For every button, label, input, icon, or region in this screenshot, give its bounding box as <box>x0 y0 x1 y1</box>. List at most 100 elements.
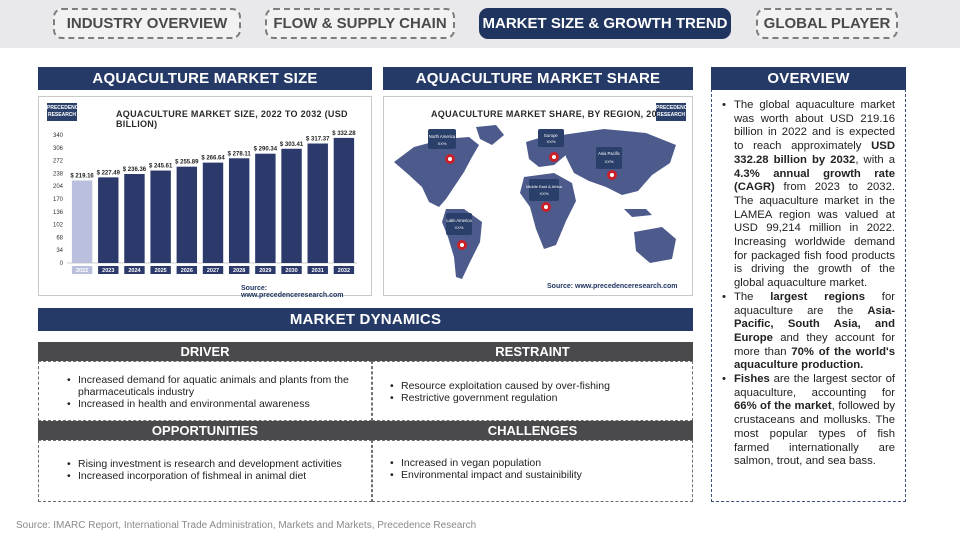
market-size-header: AQUACULTURE MARKET SIZE <box>38 67 372 90</box>
restraint-box: Resource exploitation caused by over-fis… <box>372 361 693 421</box>
category-label: 2027 <box>207 268 219 274</box>
marker-north-america: North America XX% <box>428 129 456 164</box>
map-north-america <box>394 137 479 207</box>
category-label-bg <box>124 266 145 274</box>
bar-value-label: $ 303.41 <box>280 142 304 148</box>
bar-value-label: $ 266.64 <box>201 156 225 162</box>
overview-header: OVERVIEW <box>711 67 906 90</box>
bar-value-label: $ 236.36 <box>123 167 147 173</box>
challenges-header: CHALLENGES <box>372 421 693 440</box>
category-label: 2031 <box>312 268 324 274</box>
precedence-logo: PRECEDENCE RESEARCH <box>47 103 82 121</box>
opportunities-header: OPPORTUNITIES <box>38 421 372 440</box>
bar <box>228 158 250 263</box>
category-label: 2028 <box>233 268 245 274</box>
opportunities-item: Rising investment is research and develo… <box>67 458 367 470</box>
footer-source: Source: IMARC Report, International Trad… <box>16 520 477 531</box>
y-tick-label: 204 <box>53 184 64 190</box>
bar <box>307 143 328 263</box>
bar-value-label: $ 332.28 <box>332 131 356 137</box>
market-share-header: AQUACULTURE MARKET SHARE <box>383 67 693 90</box>
y-tick-label: 272 <box>53 159 64 165</box>
y-tick-label: 238 <box>53 171 64 177</box>
challenges-list: Increased in vegan population Environmen… <box>390 457 680 481</box>
overview-bullet-1: The global aquaculture market was worth … <box>722 99 895 291</box>
category-label-bg <box>202 266 224 274</box>
svg-text:XX%: XX% <box>547 139 556 144</box>
bar <box>124 174 145 263</box>
overview-bullet-2: The largest regions for aquaculture are … <box>722 291 895 373</box>
bar-value-label: $ 255.89 <box>175 160 199 166</box>
y-tick-label: 34 <box>56 248 63 254</box>
tab-industry-overview[interactable]: INDUSTRY OVERVIEW <box>53 8 241 39</box>
bar-value-label: $ 245.61 <box>149 164 173 170</box>
challenges-item: Environmental impact and sustainibility <box>390 469 680 481</box>
bar <box>333 137 355 263</box>
category-label-bg <box>98 266 119 274</box>
tab-market-size-growth-trend[interactable]: MARKET SIZE & GROWTH TREND <box>479 8 731 39</box>
category-label: 2025 <box>155 268 167 274</box>
category-label-bg <box>307 266 328 274</box>
driver-box: Increased demand for aquatic animals and… <box>38 361 372 421</box>
bar-value-label: $ 278.11 <box>228 151 252 157</box>
overview-box <box>711 89 906 502</box>
category-label-bg <box>71 266 93 274</box>
market-size-chart-panel: AQUACULTURE MARKET SIZE, 2022 TO 2032 (U… <box>38 96 372 299</box>
driver-item: Increased in health and environmental aw… <box>67 398 367 410</box>
tab-global-player[interactable]: GLOBAL PLAYER <box>756 8 898 39</box>
category-label: 2029 <box>259 268 271 274</box>
restraint-list: Resource exploitation caused by over-fis… <box>390 380 680 404</box>
category-label: 2030 <box>285 268 297 274</box>
restraint-item: Resource exploitation caused by over-fis… <box>390 380 680 392</box>
y-tick-label: 136 <box>53 210 64 216</box>
bar <box>150 170 171 263</box>
y-tick-label: 170 <box>53 197 64 203</box>
opportunities-list: Rising investment is research and develo… <box>67 458 367 482</box>
overview-text: The global aquaculture market was worth … <box>722 99 895 469</box>
bar <box>281 148 302 263</box>
market-dynamics-header: MARKET DYNAMICS <box>38 308 693 331</box>
svg-text:Europe: Europe <box>544 133 558 138</box>
challenges-box: Increased in vegan population Environmen… <box>372 440 693 502</box>
y-tick-label: 102 <box>53 223 64 229</box>
overview-bullet-3: Fishes are the largest sector of aquacul… <box>722 373 895 469</box>
marker-asia-pacific: Asia Pacific XX% <box>596 147 622 180</box>
precedence-logo-2: PRECEDENCE RESEARCH <box>656 103 691 121</box>
svg-text:XX%: XX% <box>455 225 464 230</box>
svg-text:XX%: XX% <box>540 191 549 196</box>
opportunities-box: Rising investment is research and develo… <box>38 440 372 502</box>
bar-value-label: $ 290.34 <box>254 147 278 153</box>
market-share-map-panel: AQUACULTURE MARKET SHARE, BY REGION, 202… <box>383 96 693 296</box>
restraint-header: RESTRAINT <box>372 342 693 361</box>
svg-text:XX%: XX% <box>605 159 614 164</box>
tab-flow-supply-chain[interactable]: FLOW & SUPPLY CHAIN <box>265 8 455 39</box>
map-greenland <box>476 125 504 145</box>
category-label-bg <box>150 266 171 274</box>
market-share-chart-title: AQUACULTURE MARKET SHARE, BY REGION, 202… <box>431 109 686 119</box>
driver-header: DRIVER <box>38 342 372 361</box>
svg-text:North America: North America <box>429 134 456 139</box>
category-label: 2026 <box>181 268 193 274</box>
market-size-source: Source: www.precedenceresearch.com <box>241 285 344 299</box>
category-label: 2023 <box>102 268 114 274</box>
market-size-bar-chart: 0 34 68 102 136 170 204 238 272 306 340 $ 219.16 202… <box>53 131 357 274</box>
bar-value-label: $ 219.16 <box>70 173 94 179</box>
y-tick-label: 306 <box>53 146 64 152</box>
restraint-item: Restrictive government regulation <box>390 392 680 404</box>
bar <box>71 180 93 263</box>
category-label-bg <box>255 266 276 274</box>
y-tick-label: 68 <box>56 235 63 241</box>
market-size-chart-title: AQUACULTURE MARKET SIZE, 2022 TO 2032 (U… <box>116 109 348 129</box>
challenges-item: Increased in vegan population <box>390 457 680 469</box>
marker-latin-america: Latin America XX% <box>446 213 472 250</box>
driver-list: Increased demand for aquatic animals and… <box>67 374 367 410</box>
map-australia <box>634 227 676 263</box>
bar-value-label: $ 227.49 <box>97 170 121 176</box>
opportunities-item: Increased incorporation of fishmeal in a… <box>67 470 367 482</box>
marker-middle-east-africa: Middle East & Africa XX% <box>526 179 563 212</box>
svg-text:Latin America: Latin America <box>446 218 472 223</box>
svg-text:XX%: XX% <box>438 141 447 146</box>
